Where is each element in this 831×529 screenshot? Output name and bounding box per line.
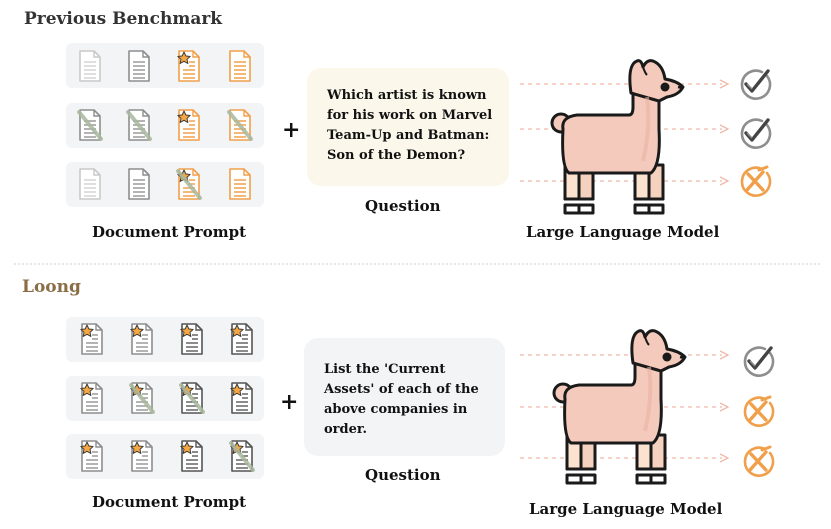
heading-previous-benchmark: Previous Benchmark	[24, 9, 223, 29]
document-starred-icon	[230, 382, 253, 414]
document-starred-icon	[80, 440, 103, 472]
document-starred-icon	[179, 382, 205, 414]
question-box-top: Which artist is known for his work on Ma…	[307, 68, 509, 186]
llama-icon	[552, 329, 687, 485]
document-starred-icon	[80, 382, 103, 414]
top-document-prompt-label: Document Prompt	[92, 223, 246, 241]
document-starred-icon	[129, 382, 155, 414]
heading-loong: Loong	[22, 277, 81, 297]
top-model-label: Large Language Model	[526, 223, 720, 241]
check-icon	[740, 69, 772, 100]
cross-icon	[743, 395, 775, 427]
document-icon	[128, 50, 150, 82]
cross-icon	[743, 445, 775, 477]
document-icon	[79, 168, 101, 200]
document-starred-icon	[177, 50, 200, 82]
document-icon	[126, 109, 152, 141]
document-icon	[229, 168, 251, 200]
question-text-top: Which artist is known for his work on Ma…	[327, 88, 493, 163]
question-text-bottom: List the 'Current Assets' of each of the…	[324, 362, 479, 437]
llama-icon	[550, 59, 685, 215]
document-icon	[227, 109, 253, 141]
document-starred-icon	[80, 323, 103, 355]
document-starred-icon	[130, 323, 153, 355]
document-starred-icon	[230, 323, 253, 355]
dashed-arrow	[520, 176, 730, 186]
document-icon	[229, 50, 251, 82]
bottom-model-label: Large Language Model	[529, 500, 723, 518]
check-icon	[743, 346, 775, 377]
dashed-arrow	[520, 350, 730, 360]
document-starred-icon	[180, 440, 203, 472]
document-starred-icon	[130, 440, 153, 472]
bottom-question-label: Question	[365, 466, 441, 484]
section-divider	[14, 263, 820, 265]
dashed-arrow	[520, 453, 730, 463]
plus-sign: +	[280, 389, 299, 415]
dashed-arrow	[520, 79, 730, 89]
document-starred-icon	[229, 440, 255, 472]
top-question-label: Question	[365, 197, 441, 215]
document-icon	[79, 50, 101, 82]
document-starred-icon	[176, 168, 202, 200]
document-icon	[77, 109, 103, 141]
bottom-document-prompt-label: Document Prompt	[92, 493, 246, 511]
document-starred-icon	[180, 323, 203, 355]
document-icon	[128, 168, 150, 200]
cross-icon	[740, 165, 772, 197]
plus-sign: +	[282, 117, 301, 143]
check-icon	[740, 118, 772, 149]
dashed-arrow	[520, 402, 730, 412]
document-starred-icon	[177, 109, 200, 141]
question-box-bottom: List the 'Current Assets' of each of the…	[304, 338, 505, 456]
